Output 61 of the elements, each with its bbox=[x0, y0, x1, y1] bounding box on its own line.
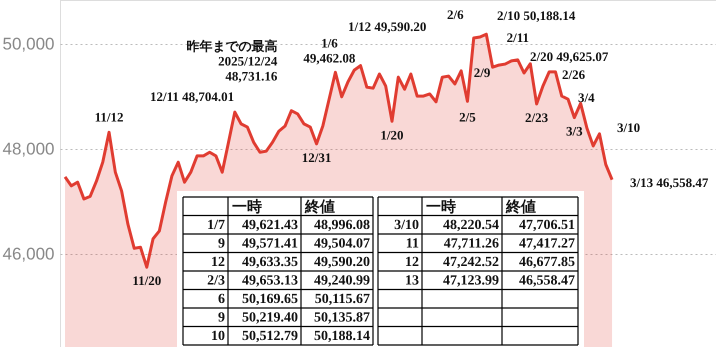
annotation: 49,653.13 bbox=[242, 273, 298, 288]
annotation: 48,220.54 bbox=[443, 218, 499, 233]
annotation: 47,706.51 bbox=[519, 218, 575, 233]
line-series bbox=[64, 32, 614, 269]
annotation: 50,512.79 bbox=[242, 328, 298, 344]
annotation: 49,571.41 bbox=[242, 236, 298, 252]
annotation: 3/3 bbox=[566, 124, 584, 139]
annotation: 11 bbox=[406, 236, 419, 252]
annotation: 2/20 49,625.07 bbox=[530, 49, 609, 64]
annotation: 50,188.14 bbox=[314, 328, 370, 344]
text: 3/13 46,558.47 bbox=[630, 175, 709, 190]
annotation: 一時 bbox=[426, 198, 456, 216]
annotation: 2/3 bbox=[207, 273, 225, 288]
annotation: 2/10 50,188.14 bbox=[497, 8, 576, 23]
annotation: 11/20 bbox=[132, 273, 162, 288]
annotation: 47,242.52 bbox=[443, 254, 499, 270]
annotation: 3/10 bbox=[394, 218, 419, 233]
annotation: 11/12 bbox=[94, 109, 124, 124]
annotation: 46,558.47 bbox=[519, 273, 575, 288]
annotation: 一時 bbox=[232, 198, 262, 216]
annotation: 48,996.08 bbox=[314, 218, 370, 233]
annotation: 50,135.87 bbox=[314, 310, 370, 326]
annotation: 49,240.99 bbox=[314, 273, 370, 288]
annotation: 1/12 49,590.20 bbox=[348, 19, 426, 34]
annotation: 49,633.35 bbox=[242, 254, 298, 270]
annotation: 49,621.43 bbox=[242, 218, 298, 233]
annotation: 12/31 bbox=[302, 150, 332, 165]
annotation: 3/4 bbox=[578, 90, 596, 105]
annotation: 12 bbox=[211, 254, 225, 270]
annotation: 6 bbox=[218, 292, 225, 307]
y-tick-label: 46,000 bbox=[2, 244, 54, 264]
annotation: 50,115.67 bbox=[314, 292, 370, 307]
annotation: 2/11 bbox=[506, 30, 530, 46]
annotation: 9 bbox=[218, 236, 225, 252]
annotation: 50,169.65 bbox=[242, 292, 298, 307]
annotation: 2/26 bbox=[562, 67, 586, 82]
annotation: 47,123.99 bbox=[443, 273, 499, 288]
annotation: 2/6 bbox=[447, 7, 464, 22]
annotation: 46,677.85 bbox=[519, 254, 575, 270]
annotation: 9 bbox=[218, 310, 225, 326]
annotation: 1/20 bbox=[380, 127, 404, 142]
y-tick-label: 50,000 bbox=[2, 34, 54, 54]
annotation: 49,590.20 bbox=[314, 254, 370, 270]
annotation: 2/5 bbox=[459, 109, 476, 124]
annotation: 49,504.07 bbox=[314, 236, 370, 252]
annotation: 47,417.27 bbox=[519, 236, 575, 252]
annotation: 13 bbox=[405, 273, 419, 288]
annotation: 2/9 bbox=[474, 64, 491, 80]
y-tick-label: 48,000 bbox=[2, 140, 54, 159]
annotation: 12/11 48,704.01 bbox=[150, 89, 234, 104]
annotation: 10 bbox=[211, 328, 225, 344]
annotation: 12 bbox=[405, 254, 419, 270]
annotation: 47,711.26 bbox=[444, 236, 499, 252]
annotation: 1/7 bbox=[207, 218, 225, 233]
annotation: 昨年までの最高 2025/12/24 48,731.16 bbox=[186, 38, 278, 84]
annotation: 2/23 bbox=[525, 110, 549, 125]
annotation: 50,219.40 bbox=[242, 310, 298, 326]
annotation: 終値 bbox=[304, 198, 335, 216]
annotation: 終値 bbox=[505, 198, 536, 216]
text: 3/10 bbox=[617, 120, 640, 135]
annotation: 1/6 49,462.08 bbox=[303, 35, 356, 66]
